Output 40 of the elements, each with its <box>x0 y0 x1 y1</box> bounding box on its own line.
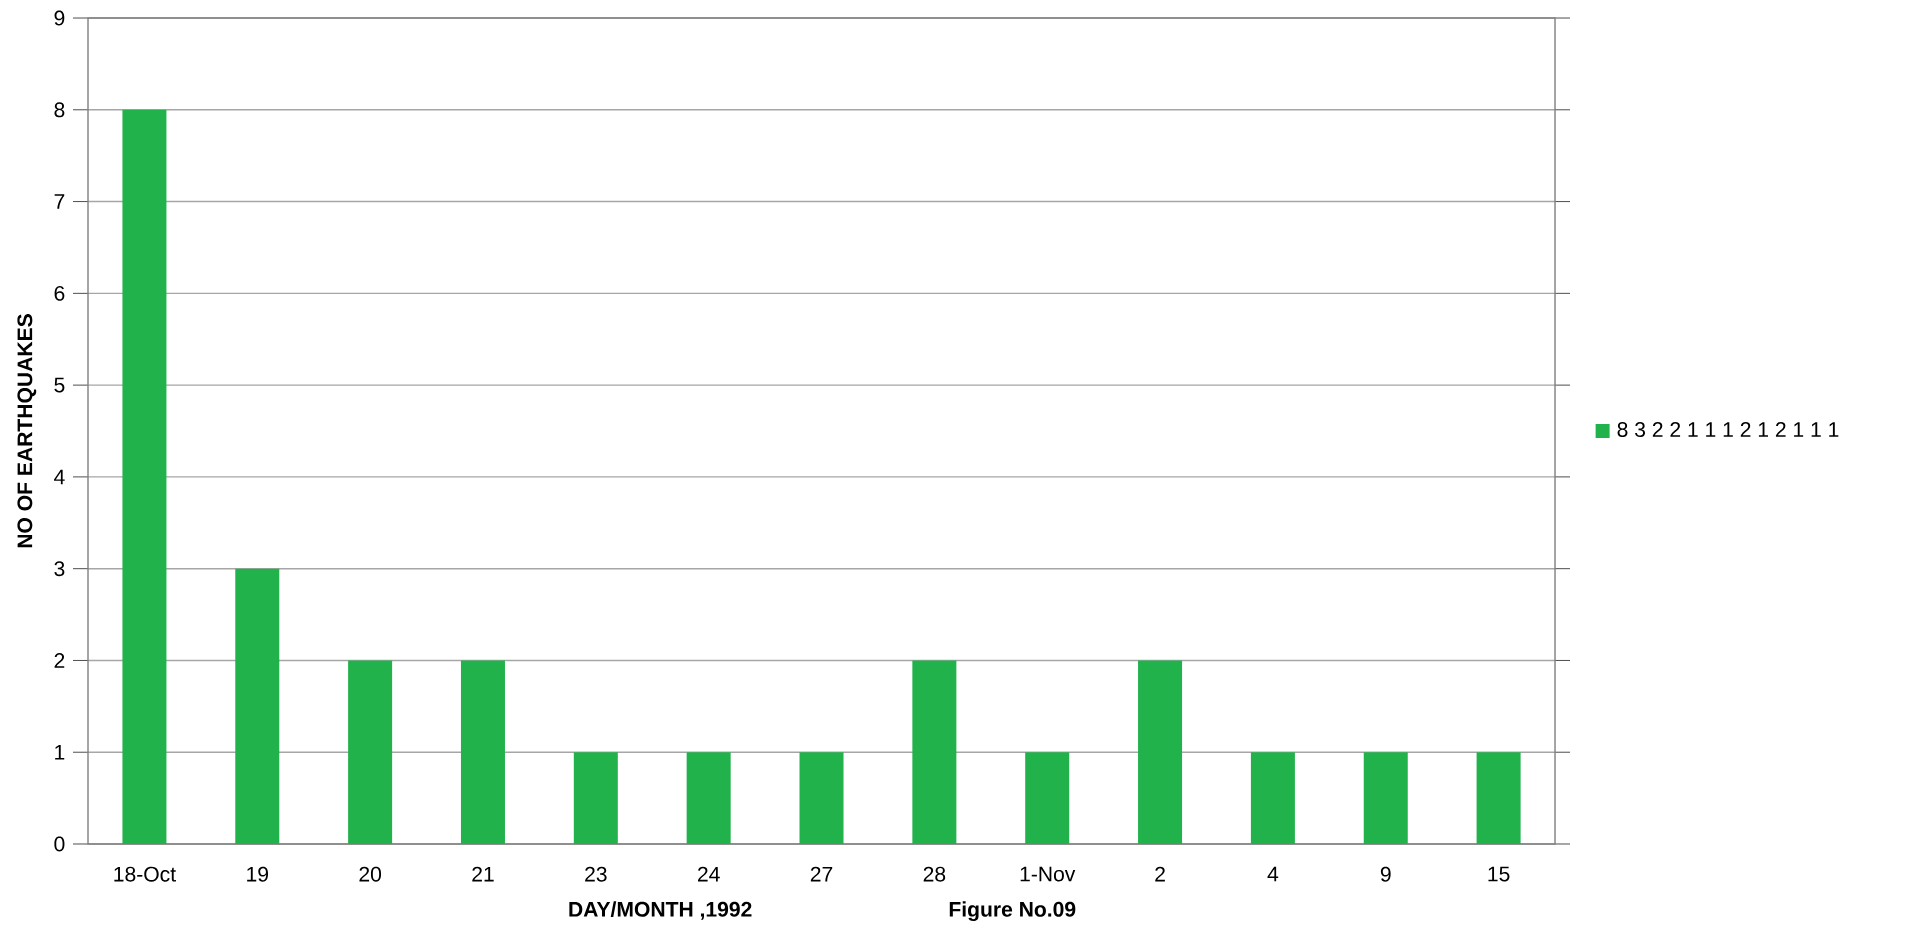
y-tick-label: 0 <box>54 836 65 852</box>
x-tick-label: 23 <box>585 866 607 882</box>
bar <box>686 752 731 844</box>
x-tick-label: 4 <box>1267 866 1279 882</box>
bar <box>1363 752 1408 844</box>
y-axis-title: NO OF EARTHQUAKES <box>17 314 37 548</box>
x-tick-label: 28 <box>923 866 946 882</box>
bar <box>1138 660 1183 844</box>
y-tick-label: 7 <box>54 194 65 209</box>
y-tick-label: 1 <box>55 744 65 760</box>
bar <box>460 660 505 844</box>
bar <box>912 660 957 844</box>
x-tick-label: 21 <box>472 866 494 882</box>
bar <box>1025 752 1070 844</box>
x-tick-label: 27 <box>810 866 833 882</box>
x-tick-label: 1-Nov <box>1020 866 1076 882</box>
y-tick-label: 9 <box>54 10 65 26</box>
bar <box>799 752 844 844</box>
bar <box>1250 752 1295 844</box>
y-tick-label: 5 <box>54 377 65 393</box>
bar <box>122 109 167 844</box>
bar <box>573 752 618 844</box>
x-tick-label: 24 <box>697 866 720 882</box>
x-tick-label: 20 <box>359 866 382 882</box>
x-tick-label: 2 <box>1155 866 1165 882</box>
y-tick-label: 8 <box>54 102 65 118</box>
y-tick-label: 3 <box>54 561 65 577</box>
bar <box>235 568 280 844</box>
x-tick-label: 9 <box>1380 866 1391 882</box>
bar <box>348 660 393 844</box>
y-tick-label: 2 <box>54 653 65 668</box>
x-tick-label: 19 <box>247 866 269 882</box>
x-tick-label: 15 <box>1488 866 1510 882</box>
text: Figure No.09 <box>949 901 1076 922</box>
bar <box>1476 752 1521 844</box>
x-axis-title: DAY/MONTH ,1992 <box>569 901 752 920</box>
legend-label: 8 3 2 2 1 1 1 2 1 2 1 1 1 <box>1617 422 1839 438</box>
x-tick-label: 18-Oct <box>114 866 176 882</box>
y-tick-label: 6 <box>54 285 65 301</box>
y-tick-label: 4 <box>54 469 65 485</box>
